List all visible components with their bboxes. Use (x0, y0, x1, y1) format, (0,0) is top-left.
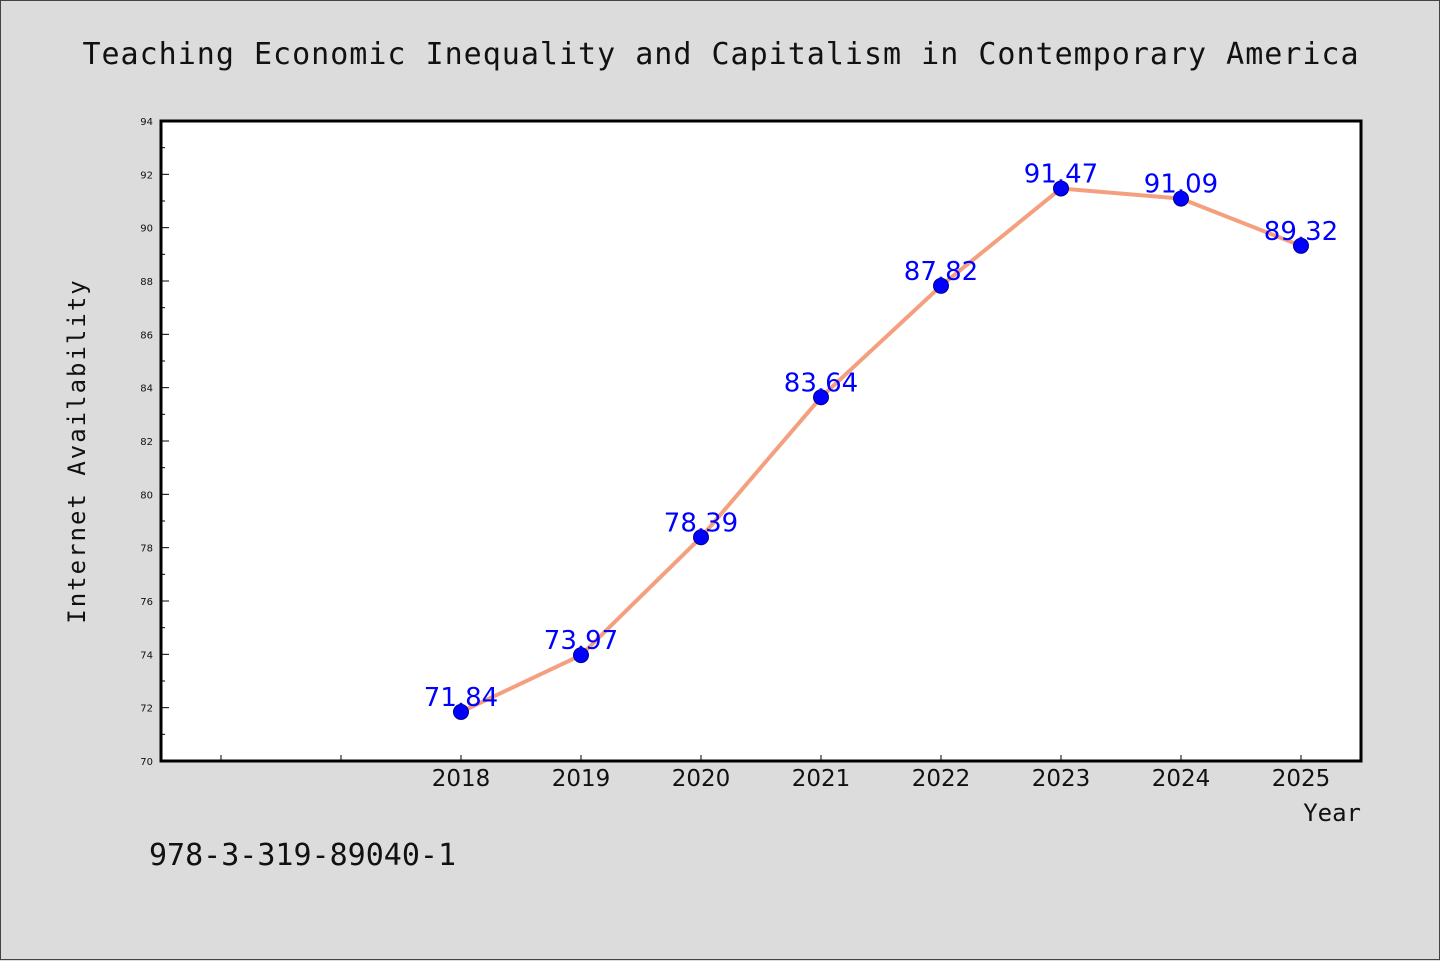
y-axis: 70 72 74 76 78 80 82 84 86 88 90 92 94 (140, 117, 169, 768)
y-axis-label: Internet Availability (63, 278, 91, 623)
data-label: 87.82 (904, 257, 978, 287)
data-point (1173, 190, 1189, 207)
y-tick-label: 80 (140, 490, 153, 501)
x-tick-label: 2021 (792, 766, 851, 792)
series-line (460, 186, 1302, 714)
y-tick-label: 94 (140, 117, 153, 128)
data-point (573, 647, 589, 664)
y-tick-label: 74 (140, 650, 153, 661)
data-point (1053, 180, 1069, 197)
x-axis-label: Year (1303, 799, 1361, 827)
y-tick-label: 86 (140, 330, 153, 341)
data-point (933, 277, 949, 294)
y-tick-label: 70 (140, 757, 153, 768)
data-label: 91.47 (1024, 159, 1098, 189)
data-label: 91.09 (1144, 170, 1218, 200)
x-axis: 2018 2019 2020 2021 2022 2023 2024 2025 (220, 755, 1331, 792)
data-point (1293, 237, 1309, 254)
plot-area (159, 119, 1363, 763)
y-tick-label: 84 (140, 384, 153, 395)
x-tick-label: 2020 (672, 766, 731, 792)
data-label: 71.84 (424, 683, 498, 713)
x-tick-label: 2025 (1272, 766, 1331, 792)
x-tick-label: 2024 (1152, 766, 1211, 792)
data-label: 83.64 (784, 368, 858, 398)
data-label: 73.97 (544, 626, 618, 656)
data-point (693, 529, 709, 546)
y-tick-label: 90 (140, 224, 153, 235)
x-tick-label: 2022 (912, 766, 971, 792)
y-tick-label: 76 (140, 597, 153, 608)
data-point (813, 389, 829, 406)
y-tick-label: 88 (140, 277, 153, 288)
x-tick-label: 2019 (552, 766, 611, 792)
footnote-isbn: 978-3-319-89040-1 (149, 838, 456, 873)
data-label: 78.39 (664, 508, 738, 538)
y-tick-label: 82 (140, 437, 153, 448)
y-tick-label: 78 (140, 544, 153, 555)
series-layer: 71.84 73.97 78.39 83.64 87.82 91.47 91.09 89.32 (424, 159, 1338, 720)
x-tick-label: 2018 (432, 766, 491, 792)
y-tick-label: 72 (140, 704, 153, 715)
data-point (453, 703, 469, 720)
y-tick-label: 92 (140, 170, 153, 181)
data-label: 89.32 (1264, 217, 1338, 247)
chart-title: Teaching Economic Inequality and Capital… (82, 37, 1359, 72)
x-tick-label: 2023 (1032, 766, 1091, 792)
